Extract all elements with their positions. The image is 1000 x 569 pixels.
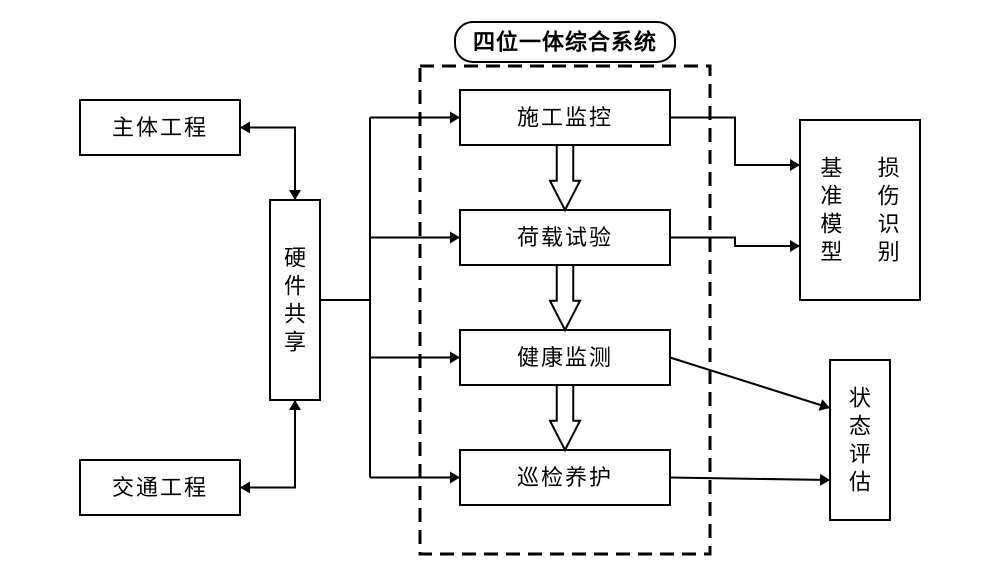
flow-arrow-0 <box>550 145 580 210</box>
edge-construction-dm <box>670 118 800 166</box>
edge-health-se <box>670 358 830 409</box>
edge-main-hw <box>240 128 295 201</box>
node-health-label: 健康监测 <box>517 345 613 370</box>
flow-arrow-2 <box>550 385 580 450</box>
node-status-eval <box>830 360 890 520</box>
node-inspection-label: 巡检养护 <box>517 465 613 490</box>
node-hardware-share <box>270 200 320 400</box>
node-construction-label: 施工监控 <box>517 105 613 130</box>
edge-inspection-se <box>670 478 830 481</box>
node-damage-model <box>800 120 920 300</box>
title-text: 四位一体综合系统 <box>473 30 657 55</box>
edge-loadtest-dm <box>670 238 800 247</box>
flowchart-canvas: 四位一体综合系统主体工程交通工程硬件共享施工监控荷载试验健康监测巡检养护基准模型… <box>0 0 1000 569</box>
node-main-engineering-label: 主体工程 <box>112 115 208 140</box>
node-traffic-engineering-label: 交通工程 <box>112 475 208 500</box>
node-load_test-label: 荷载试验 <box>517 225 613 250</box>
flow-arrow-1 <box>550 265 580 330</box>
edge-traffic-hw <box>240 400 295 488</box>
